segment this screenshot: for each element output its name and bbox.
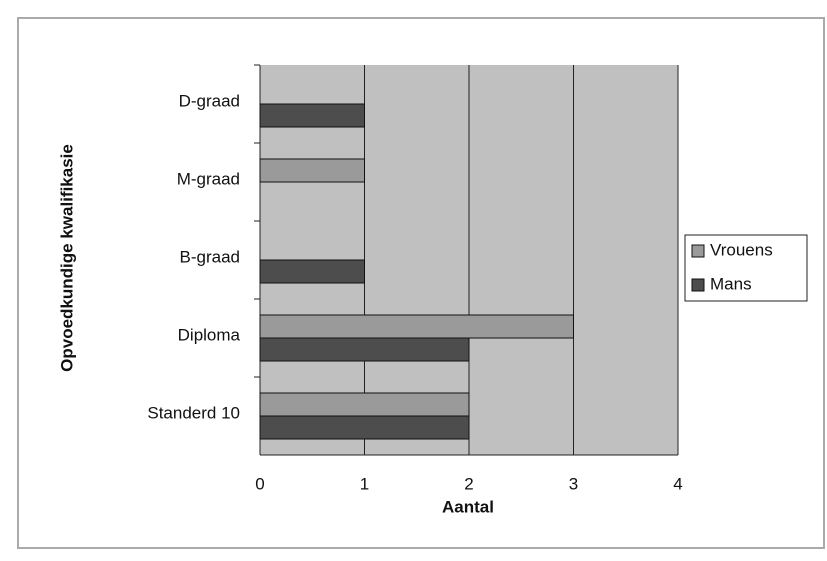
bar [259,103,365,128]
y-axis-label: Opvoedkundige kwalifikasie [57,144,76,372]
legend-label: Mans [710,274,752,293]
y-tick-label: B-graad [180,247,240,266]
legend-label: Vrouens [710,240,773,259]
x-tick-label: 4 [673,474,682,493]
bar [259,337,470,362]
bar [259,158,365,183]
bar [259,259,365,284]
x-tick-label: 2 [464,474,473,493]
bar [259,392,470,417]
x-tick-label: 3 [569,474,578,493]
legend-box [684,234,808,302]
legend-swatch [691,244,705,258]
x-axis-label: Aantal [442,497,494,516]
bar [259,415,470,440]
x-tick-label: 1 [360,474,369,493]
bar [259,314,574,339]
y-tick-label: M-graad [177,169,240,188]
x-tick-label: 0 [255,474,264,493]
legend-swatch [691,278,705,292]
y-tick-label: D-graad [179,91,240,110]
y-tick-label: Diploma [178,325,241,344]
y-tick-label: Standerd 10 [147,403,240,422]
